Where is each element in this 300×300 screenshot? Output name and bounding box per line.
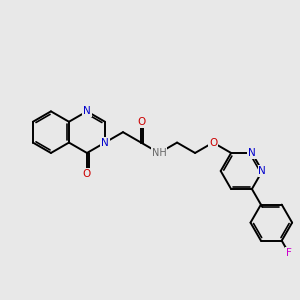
Text: N: N (258, 166, 266, 176)
Text: O: O (137, 117, 145, 127)
Text: NH: NH (152, 148, 167, 158)
Text: O: O (83, 169, 91, 179)
Text: O: O (209, 138, 217, 148)
Text: F: F (286, 248, 292, 258)
Text: N: N (83, 106, 91, 116)
Text: N: N (248, 148, 256, 158)
Text: N: N (101, 138, 109, 148)
